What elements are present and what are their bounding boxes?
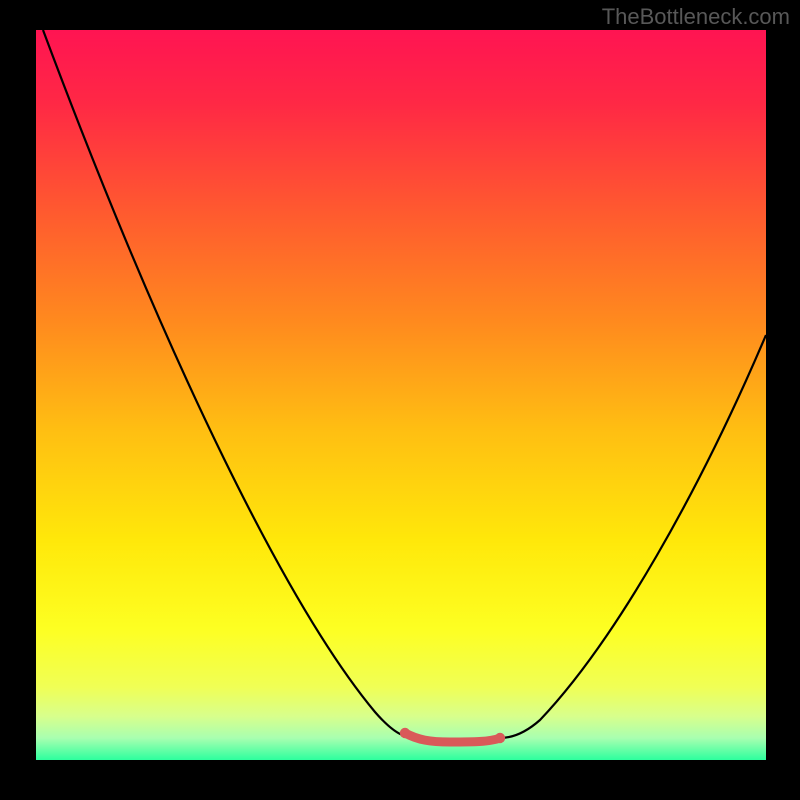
chart-container: TheBottleneck.com xyxy=(0,0,800,800)
optimal-range-marker xyxy=(405,733,500,742)
bottleneck-curve-left xyxy=(43,30,405,736)
optimal-range-start-dot xyxy=(400,728,410,738)
optimal-range-end-dot xyxy=(495,733,505,743)
watermark-text: TheBottleneck.com xyxy=(602,4,790,30)
curve-layer xyxy=(36,30,766,770)
bottleneck-curve-right xyxy=(500,335,766,738)
plot-area xyxy=(36,30,766,770)
